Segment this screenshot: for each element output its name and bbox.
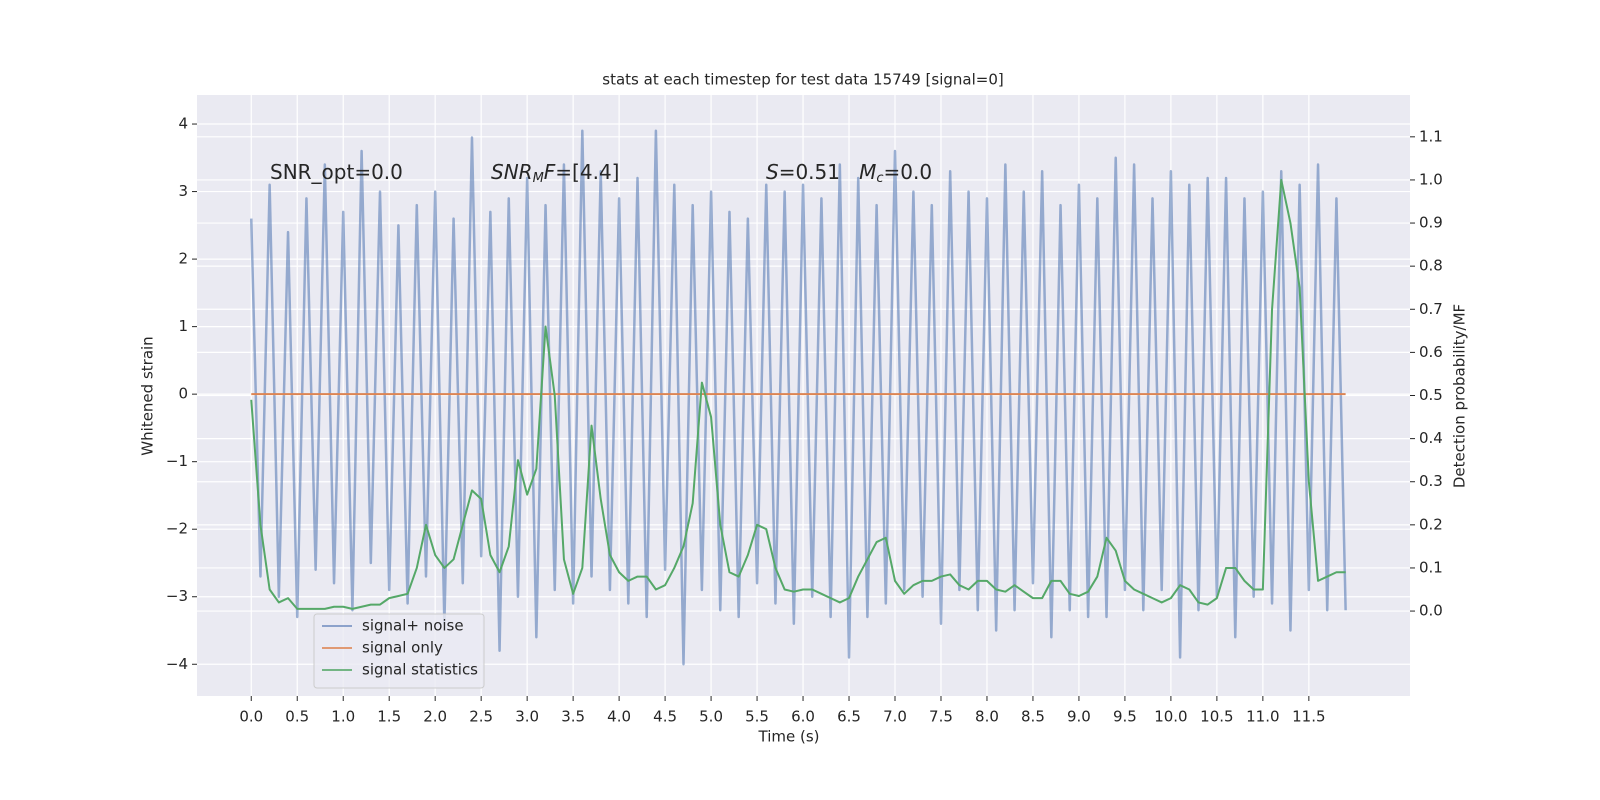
y-tick-label: −4 — [166, 655, 188, 673]
x-tick-label: 8.0 — [975, 708, 999, 726]
x-tick-label: 8.5 — [1021, 708, 1045, 726]
annotation-part: SNR_opt=0.0 — [270, 160, 403, 184]
annotation-part: F — [544, 160, 556, 184]
annotation-part: S — [766, 160, 779, 184]
x-tick-label: 11.0 — [1246, 708, 1279, 726]
annotation: SNR_opt=0.0 — [270, 160, 403, 184]
y2-tick-label: 1.0 — [1419, 170, 1443, 188]
x-tick-label: 3.0 — [515, 708, 539, 726]
annotation-part: SNR — [491, 160, 533, 184]
y-tick-label: −2 — [166, 520, 188, 538]
x-tick-label: 2.5 — [469, 708, 493, 726]
legend-label: signal+ noise — [362, 617, 464, 635]
y-tick-label: 2 — [178, 250, 188, 268]
x-tick-label: 4.5 — [653, 708, 677, 726]
x-tick-label: 2.0 — [423, 708, 447, 726]
x-tick-label: 0.5 — [285, 708, 309, 726]
x-axis-label: Time (s) — [758, 728, 820, 746]
y2-tick-label: 0.4 — [1419, 429, 1443, 447]
y2-tick-label: 0.1 — [1419, 558, 1443, 576]
annotation-part: M — [859, 160, 876, 184]
annotation-part: =0.51 — [779, 160, 859, 184]
y-tick-label: 1 — [178, 317, 188, 335]
annotation-part: c — [876, 171, 883, 186]
x-tick-label: 7.5 — [929, 708, 953, 726]
x-tick-label: 0.0 — [239, 708, 263, 726]
x-tick-label: 4.0 — [607, 708, 631, 726]
y2-axis-label: Detection probability/MF — [1451, 304, 1469, 488]
y2-tick-label: 0.0 — [1419, 602, 1443, 620]
y-tick-label: 3 — [178, 182, 188, 200]
annotation: SNRMF=[4.4] — [491, 160, 619, 186]
y-axis-label: Whitened strain — [139, 336, 157, 455]
y-tick-label: 0 — [178, 385, 188, 403]
x-tick-label: 11.5 — [1292, 708, 1325, 726]
y2-tick-label: 0.6 — [1419, 343, 1443, 361]
y-tick-label: 4 — [178, 115, 188, 133]
x-tick-label: 9.0 — [1067, 708, 1091, 726]
annotation-part: =[4.4] — [555, 160, 619, 184]
legend-label: signal only — [362, 639, 443, 657]
y2-tick-label: 1.1 — [1419, 127, 1443, 145]
y2-tick-label: 0.2 — [1419, 515, 1443, 533]
annotation: S=0.51 Mc=0.0 — [766, 160, 932, 186]
x-tick-label: 3.5 — [561, 708, 585, 726]
marks — [250, 129, 1347, 666]
legend-label: signal statistics — [362, 661, 478, 679]
y2-tick-label: 0.7 — [1419, 300, 1443, 318]
series-line — [250, 178, 1346, 610]
legend: signal+ noise signal only signal statistic… — [313, 613, 485, 689]
y2-tick-label: 0.5 — [1419, 386, 1443, 404]
legend-box — [313, 613, 485, 689]
x-tick-label: 9.5 — [1113, 708, 1137, 726]
x-tick-label: 7.0 — [883, 708, 907, 726]
x-tick-label: 1.5 — [377, 708, 401, 726]
y-tick-label: −3 — [166, 587, 188, 605]
x-tick-label: 6.0 — [791, 708, 815, 726]
y2-tick-label: 0.8 — [1419, 257, 1443, 275]
annotation-part: M — [533, 171, 544, 186]
annotation-part: =0.0 — [884, 160, 933, 184]
x-tick-label: 5.0 — [699, 708, 723, 726]
y-tick-label: −1 — [166, 452, 188, 470]
x-tick-label: 10.5 — [1200, 708, 1233, 726]
y2-tick-label: 0.9 — [1419, 214, 1443, 232]
labels: 0.0 0.5 1.0 1.5 2.0 2.5 3.0 3.5 4.0 4.5 5.0 5.5 6.0 6… — [166, 115, 1443, 726]
x-tick-label: 5.5 — [745, 708, 769, 726]
x-tick-label: 6.5 — [837, 708, 861, 726]
x-tick-label: 10.0 — [1154, 708, 1187, 726]
chart-title: stats at each timestep for test data 157… — [602, 71, 1003, 89]
series-line — [250, 129, 1347, 666]
y2-tick-label: 0.3 — [1419, 472, 1443, 490]
x-tick-label: 1.0 — [331, 708, 355, 726]
